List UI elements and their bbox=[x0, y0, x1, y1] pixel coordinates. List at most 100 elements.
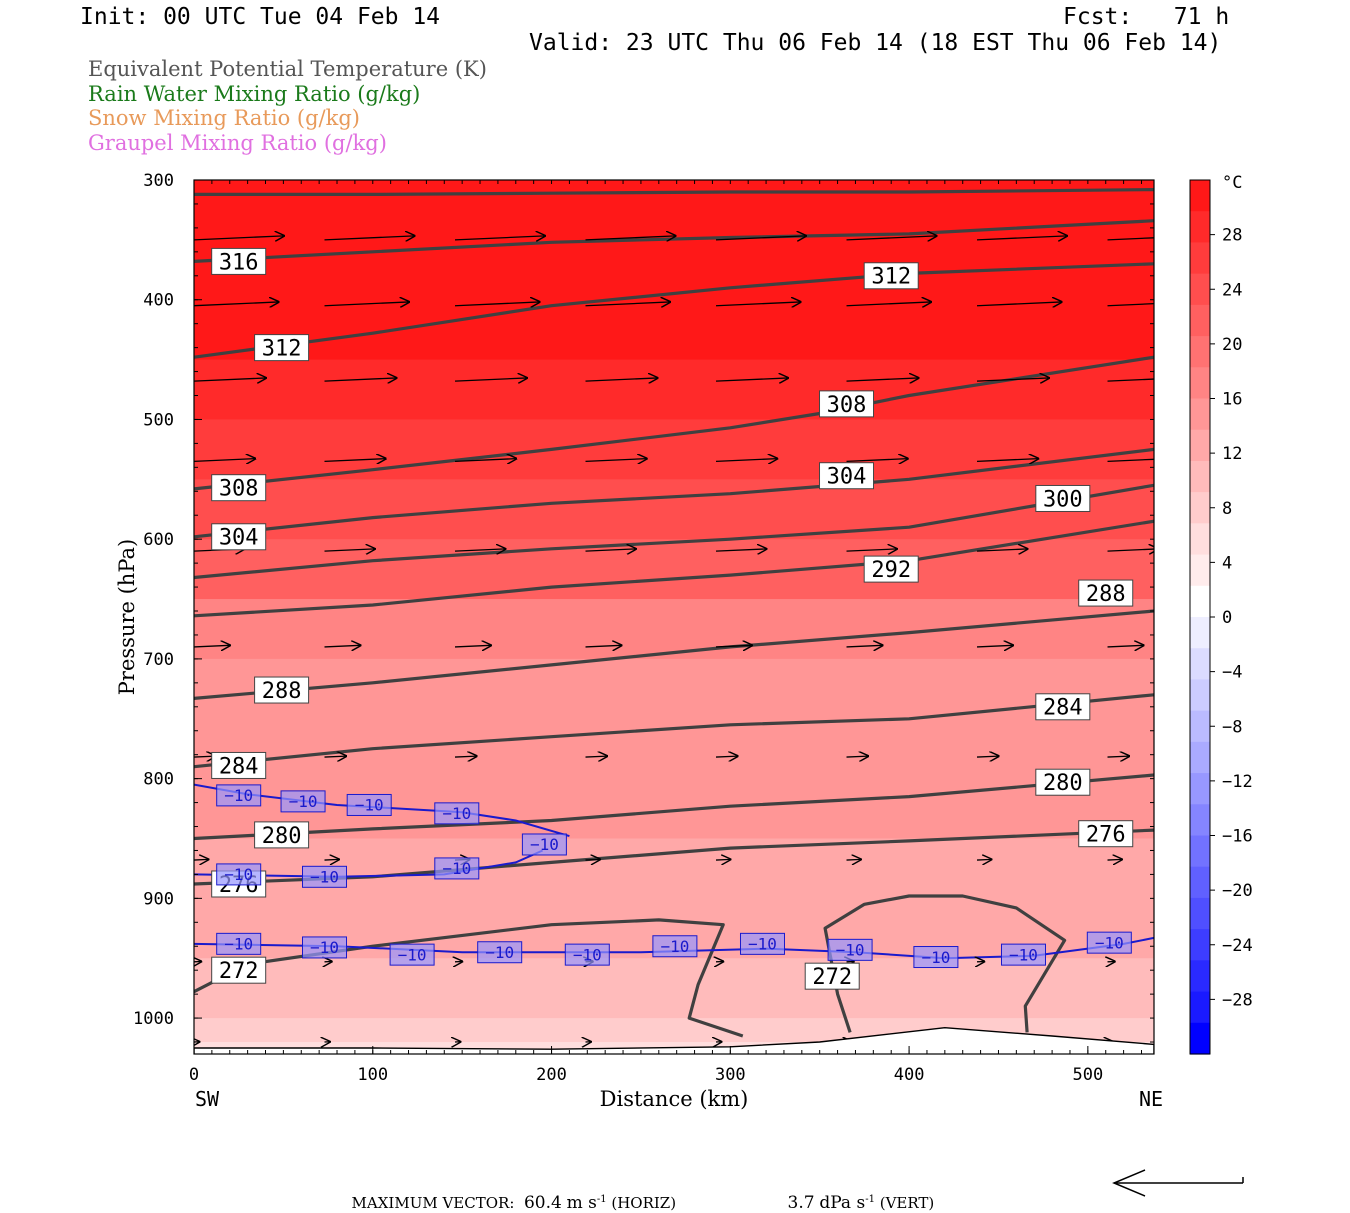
colorbar-swatch bbox=[1190, 430, 1210, 462]
colorbar-swatch bbox=[1190, 836, 1210, 868]
svg-text:300: 300 bbox=[1043, 487, 1083, 512]
colorbar-tick-label: 8 bbox=[1222, 499, 1232, 519]
y-tick-label: 400 bbox=[143, 291, 174, 311]
y-tick-label: 1000 bbox=[133, 1009, 174, 1029]
wind-vector bbox=[977, 859, 991, 860]
colorbar-unit: °C bbox=[1222, 173, 1242, 193]
reference-arrow bbox=[1114, 1170, 1243, 1196]
colorbar-swatch bbox=[1190, 711, 1210, 743]
colorbar-tick-label: 24 bbox=[1222, 280, 1242, 300]
theta-e-label: 288 bbox=[255, 677, 309, 704]
colorbar-swatch bbox=[1190, 367, 1210, 399]
max-vector-vert-unit: dPa s bbox=[819, 1193, 865, 1213]
temperature-band bbox=[194, 539, 1154, 600]
svg-text:308: 308 bbox=[827, 393, 867, 418]
colorbar-tick-label: −20 bbox=[1222, 881, 1253, 901]
svg-text:276: 276 bbox=[1086, 823, 1126, 848]
colorbar-tick-label: −12 bbox=[1222, 772, 1253, 792]
max-vector-horiz-unit: m s bbox=[567, 1193, 597, 1213]
theta-e-label: 316 bbox=[212, 248, 266, 275]
colorbar-swatch bbox=[1190, 586, 1210, 618]
isotherm-label: −10 bbox=[478, 942, 522, 963]
svg-text:304: 304 bbox=[219, 526, 259, 551]
isotherm-label: −10 bbox=[435, 858, 479, 879]
svg-text:−10: −10 bbox=[1009, 945, 1038, 964]
colorbar-tick-label: −4 bbox=[1222, 663, 1242, 683]
y-tick-label: 500 bbox=[143, 410, 174, 430]
x-tick-label: 500 bbox=[1072, 1065, 1103, 1085]
colorbar-tick-label: 16 bbox=[1222, 390, 1242, 410]
colorbar-swatch bbox=[1190, 804, 1210, 836]
max-vector-horiz: 60.4 bbox=[524, 1193, 562, 1213]
svg-text:−10: −10 bbox=[355, 796, 384, 815]
isotherm-label: −10 bbox=[390, 944, 434, 965]
colorbar-swatch bbox=[1190, 336, 1210, 368]
isotherm-label: −10 bbox=[740, 933, 784, 954]
theta-e-label: 288 bbox=[1079, 580, 1133, 607]
theta-e-label: 292 bbox=[864, 556, 918, 583]
svg-text:−10: −10 bbox=[224, 786, 253, 805]
colorbar-swatch bbox=[1190, 461, 1210, 493]
svg-text:−10: −10 bbox=[224, 865, 253, 884]
theta-e-label: 312 bbox=[255, 335, 309, 362]
wind-vector bbox=[716, 859, 730, 860]
isotherm-label: −10 bbox=[435, 803, 479, 824]
isotherm-label: −10 bbox=[914, 947, 958, 968]
colorbar-swatch bbox=[1190, 274, 1210, 306]
svg-text:−10: −10 bbox=[224, 935, 253, 954]
theta-e-label: 272 bbox=[805, 963, 859, 990]
svg-text:312: 312 bbox=[871, 265, 911, 290]
max-vector-vert-value: 3.7 bbox=[788, 1193, 815, 1213]
svg-text:−10: −10 bbox=[310, 868, 339, 887]
colorbar-tick-label: −24 bbox=[1222, 936, 1253, 956]
max-vector-vert-tag: (VERT) bbox=[880, 1194, 935, 1212]
temperature-band bbox=[194, 360, 1154, 421]
theta-e-label: 312 bbox=[864, 263, 918, 290]
max-vector-label: MAXIMUM VECTOR: 60.4 m s-1 (HORIZ) bbox=[342, 1175, 676, 1213]
colorbar-tick-label: −16 bbox=[1222, 827, 1253, 847]
svg-text:312: 312 bbox=[262, 337, 302, 362]
colorbar-swatch bbox=[1190, 1023, 1210, 1055]
theta-e-label: 284 bbox=[1036, 694, 1090, 721]
svg-text:288: 288 bbox=[262, 679, 302, 704]
theta-e-label: 300 bbox=[1036, 485, 1090, 512]
svg-text:−10: −10 bbox=[530, 835, 559, 854]
svg-text:308: 308 bbox=[219, 477, 259, 502]
svg-text:292: 292 bbox=[871, 558, 911, 583]
wind-vector bbox=[586, 859, 600, 860]
colorbar-swatch bbox=[1190, 773, 1210, 805]
isotherm-label: −10 bbox=[828, 939, 872, 960]
svg-text:272: 272 bbox=[219, 959, 259, 984]
isotherm-label: −10 bbox=[522, 834, 566, 855]
y-tick-label: 900 bbox=[143, 889, 174, 909]
theta-e-label: 284 bbox=[212, 752, 266, 779]
svg-text:−10: −10 bbox=[485, 943, 514, 962]
theta-e-label: 308 bbox=[820, 391, 874, 418]
colorbar-swatch bbox=[1190, 305, 1210, 337]
isotherm-label: −10 bbox=[1087, 932, 1131, 953]
colorbar-swatch bbox=[1190, 742, 1210, 774]
svg-text:−10: −10 bbox=[1095, 933, 1124, 952]
isotherm-label: −10 bbox=[217, 864, 261, 885]
colorbar-swatch bbox=[1190, 617, 1210, 649]
x-end-label-right: NE bbox=[1139, 1087, 1163, 1111]
svg-text:−10: −10 bbox=[442, 804, 471, 823]
theta-e-label: 304 bbox=[212, 524, 266, 551]
x-tick-label: 400 bbox=[894, 1065, 925, 1085]
svg-text:272: 272 bbox=[812, 965, 852, 990]
x-tick-label: 100 bbox=[357, 1065, 388, 1085]
svg-text:−10: −10 bbox=[921, 948, 950, 967]
theta-e-label: 304 bbox=[820, 463, 874, 490]
svg-text:−10: −10 bbox=[310, 938, 339, 957]
isotherm-label: −10 bbox=[303, 937, 347, 958]
theta-e-label: 280 bbox=[255, 822, 309, 849]
y-axis-label: Pressure (hPa) bbox=[115, 539, 139, 695]
isotherm-label: −10 bbox=[565, 944, 609, 965]
temperature-band bbox=[194, 994, 1154, 1019]
x-end-label-left: SW bbox=[195, 1087, 220, 1111]
x-tick-label: 0 bbox=[189, 1065, 199, 1085]
wind-vector bbox=[847, 859, 861, 860]
colorbar-swatch bbox=[1190, 242, 1210, 274]
colorbar-tick-label: 12 bbox=[1222, 444, 1242, 464]
